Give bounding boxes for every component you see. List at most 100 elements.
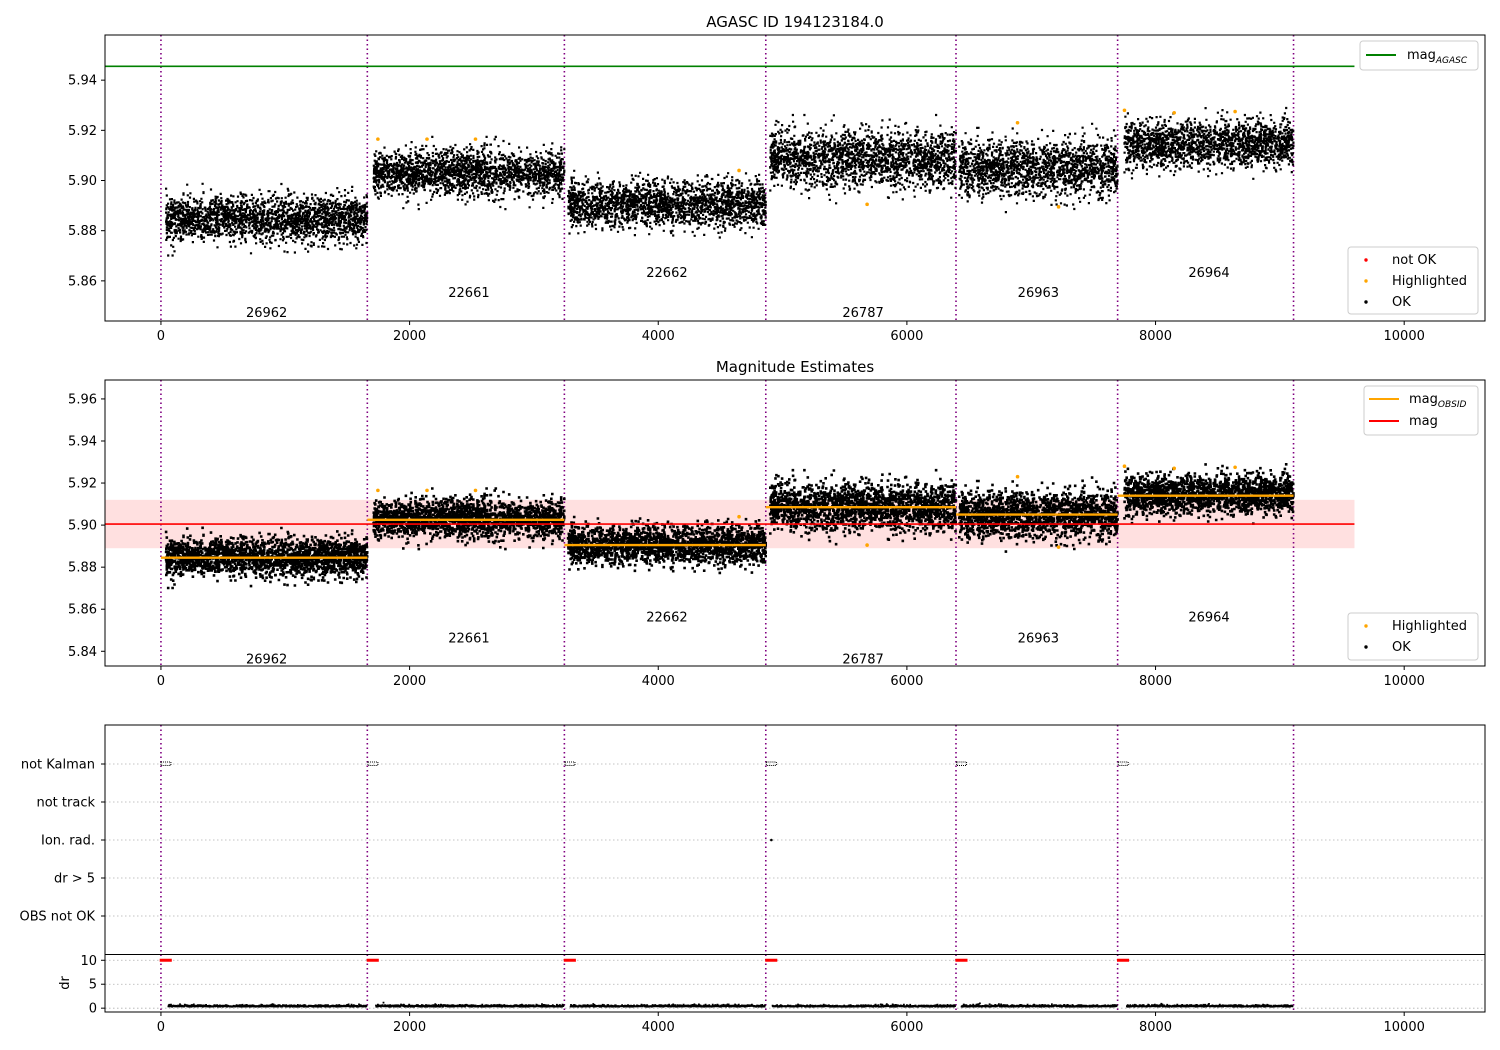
legend-sub: OBSID <box>1438 400 1467 410</box>
highlighted-point <box>425 488 429 493</box>
obsid-label: 22661 <box>448 286 489 301</box>
obsid-label: 26964 <box>1188 266 1229 281</box>
magnitude-panel-title: Magnitude Estimates <box>716 358 874 376</box>
chart_data.3-x-tick-label: 0 <box>157 1020 165 1035</box>
flag-row-label: OBS not OK <box>20 910 96 925</box>
not-kalman-marker <box>956 761 968 766</box>
chart_data.0-x-tick-label: 6000 <box>890 329 923 344</box>
chart_data.1-y-tick-label: 5.86 <box>68 603 97 618</box>
legend-label: mag <box>1409 414 1438 429</box>
dr-y-tick-label: 0 <box>89 1002 97 1017</box>
highlighted-point <box>1056 205 1061 209</box>
flag-row-label: dr > 5 <box>54 872 95 887</box>
highlighted-point <box>1172 466 1176 471</box>
obsid-label: 26964 <box>1188 611 1229 626</box>
status-legend <box>1347 246 1479 315</box>
legend-label: mag <box>1409 392 1438 407</box>
dr-y-tick-label: 10 <box>80 954 97 969</box>
not-kalman-marker <box>564 761 576 766</box>
highlighted-point <box>473 137 478 141</box>
chart_data.1-x-tick-label: 0 <box>157 674 165 689</box>
chart_data.1-y-tick-label: 5.84 <box>68 645 97 660</box>
chart_data.1-x-tick-label: 8000 <box>1139 674 1172 689</box>
legend-label: OK <box>1392 295 1411 310</box>
agasc-legend <box>1359 40 1479 71</box>
chart_data.3-x-tick-label: 4000 <box>642 1020 675 1035</box>
not-kalman-marker <box>1117 761 1129 766</box>
highlighted-point <box>376 488 380 493</box>
highlighted-point <box>425 137 429 141</box>
legend-marker <box>1364 300 1368 304</box>
svg-text:mag: mag <box>1409 414 1438 429</box>
not-kalman-marker <box>367 761 379 766</box>
chart_data.1-x-tick-label: 2000 <box>393 674 426 689</box>
highlighted-point <box>865 543 869 547</box>
not-kalman-marker <box>765 761 777 766</box>
chart_data.3-x-tick-label: 2000 <box>393 1020 426 1035</box>
chart_data.1-y-tick-label: 5.92 <box>68 477 97 492</box>
obsid-label: 22662 <box>646 611 687 626</box>
chart_data.1-x-tick-label: 4000 <box>642 674 675 689</box>
legend-marker <box>1364 279 1368 283</box>
chart_data.1-x-tick-label: 10000 <box>1384 674 1425 689</box>
chart_data.3-x-tick-label: 8000 <box>1139 1020 1172 1035</box>
dr-y-tick-label: 5 <box>89 978 97 993</box>
legend-sub-agasc: AGASC <box>1435 56 1468 66</box>
svg-text:magAGASC: magAGASC <box>1407 48 1468 66</box>
legend-label: OK <box>1392 640 1411 655</box>
legend-marker <box>1364 624 1368 628</box>
agasc-panel-title: AGASC ID 194123184.0 <box>706 13 884 31</box>
chart_data.1-x-tick-label: 6000 <box>890 674 923 689</box>
highlighted-point <box>473 488 478 493</box>
chart_data.0-y-tick-label: 5.88 <box>68 224 97 239</box>
status-legend <box>1347 612 1479 661</box>
chart_data.0-x-tick-label: 4000 <box>642 329 675 344</box>
obsid-label: 26787 <box>842 653 883 668</box>
chart_data.0-x-tick-label: 10000 <box>1384 329 1425 344</box>
chart_data.1-y-tick-label: 5.94 <box>68 434 97 449</box>
highlighted-point <box>737 514 741 519</box>
agasc-panel: AGASC ID 194123184.0 26962 22661 22662 2678… <box>68 13 1486 344</box>
obsid-label: 26962 <box>246 653 287 668</box>
highlighted-point <box>376 137 380 141</box>
legend-marker <box>1364 258 1368 262</box>
highlighted-point <box>1122 108 1127 113</box>
chart_data.1-y-tick-label: 5.88 <box>68 561 97 576</box>
magnitude-panel: Magnitude Estimates 26962 22661 22662 26787… <box>68 358 1486 689</box>
highlighted-point <box>1122 464 1127 469</box>
highlighted-point <box>1015 121 1020 125</box>
legend-label: Highlighted <box>1392 274 1467 289</box>
chart_data.3-x-tick-label: 10000 <box>1384 1020 1425 1035</box>
flag-row-label: not Kalman <box>21 758 95 773</box>
chart_data.0-y-tick-label: 5.86 <box>68 274 97 289</box>
chart_data.0-y-tick-label: 5.94 <box>68 74 97 89</box>
chart_data.0-x-tick-label: 2000 <box>393 329 426 344</box>
chart_data.0-y-tick-label: 5.90 <box>68 174 97 189</box>
highlighted-point <box>1172 110 1176 115</box>
ok-points <box>164 463 1295 590</box>
highlighted-point <box>1233 109 1237 114</box>
chart_data.1-y-tick-label: 5.96 <box>68 392 97 407</box>
obsid-label: 26787 <box>842 306 883 321</box>
dr-points <box>167 1001 1294 1008</box>
flag-row-label: Ion. rad. <box>41 834 95 849</box>
highlighted-point <box>1015 474 1020 479</box>
obsid-label: 26963 <box>1018 632 1059 647</box>
highlighted-point <box>737 168 741 173</box>
highlighted-point <box>865 202 869 207</box>
obsid-label: 22661 <box>448 632 489 647</box>
legend-label: Highlighted <box>1392 619 1467 634</box>
chart_data.0-x-tick-label: 8000 <box>1139 329 1172 344</box>
legend-label: not OK <box>1392 253 1437 268</box>
ok-points <box>165 106 1295 257</box>
highlighted-point <box>1056 545 1061 549</box>
legend-marker <box>1364 645 1368 649</box>
flag-row-label: not track <box>36 796 95 811</box>
ion-rad-point <box>770 838 773 842</box>
obsid-label: 26963 <box>1018 286 1059 301</box>
obsid-label: 26962 <box>246 306 287 321</box>
flags-panel: not Kalman not track Ion. rad. dr > 5 OBS no… <box>20 724 1486 1035</box>
highlighted-point <box>1233 465 1237 470</box>
chart_data.1-y-tick-label: 5.90 <box>68 519 97 534</box>
